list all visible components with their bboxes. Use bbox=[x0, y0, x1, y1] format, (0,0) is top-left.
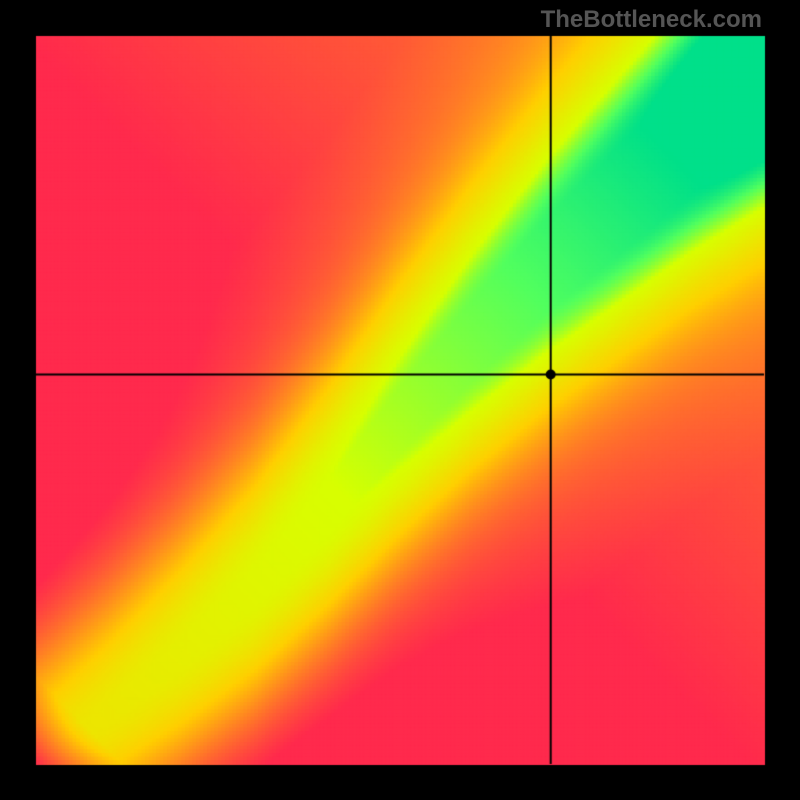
chart-container: TheBottleneck.com bbox=[0, 0, 800, 800]
bottleneck-heatmap bbox=[0, 0, 800, 800]
watermark-text: TheBottleneck.com bbox=[541, 6, 762, 34]
